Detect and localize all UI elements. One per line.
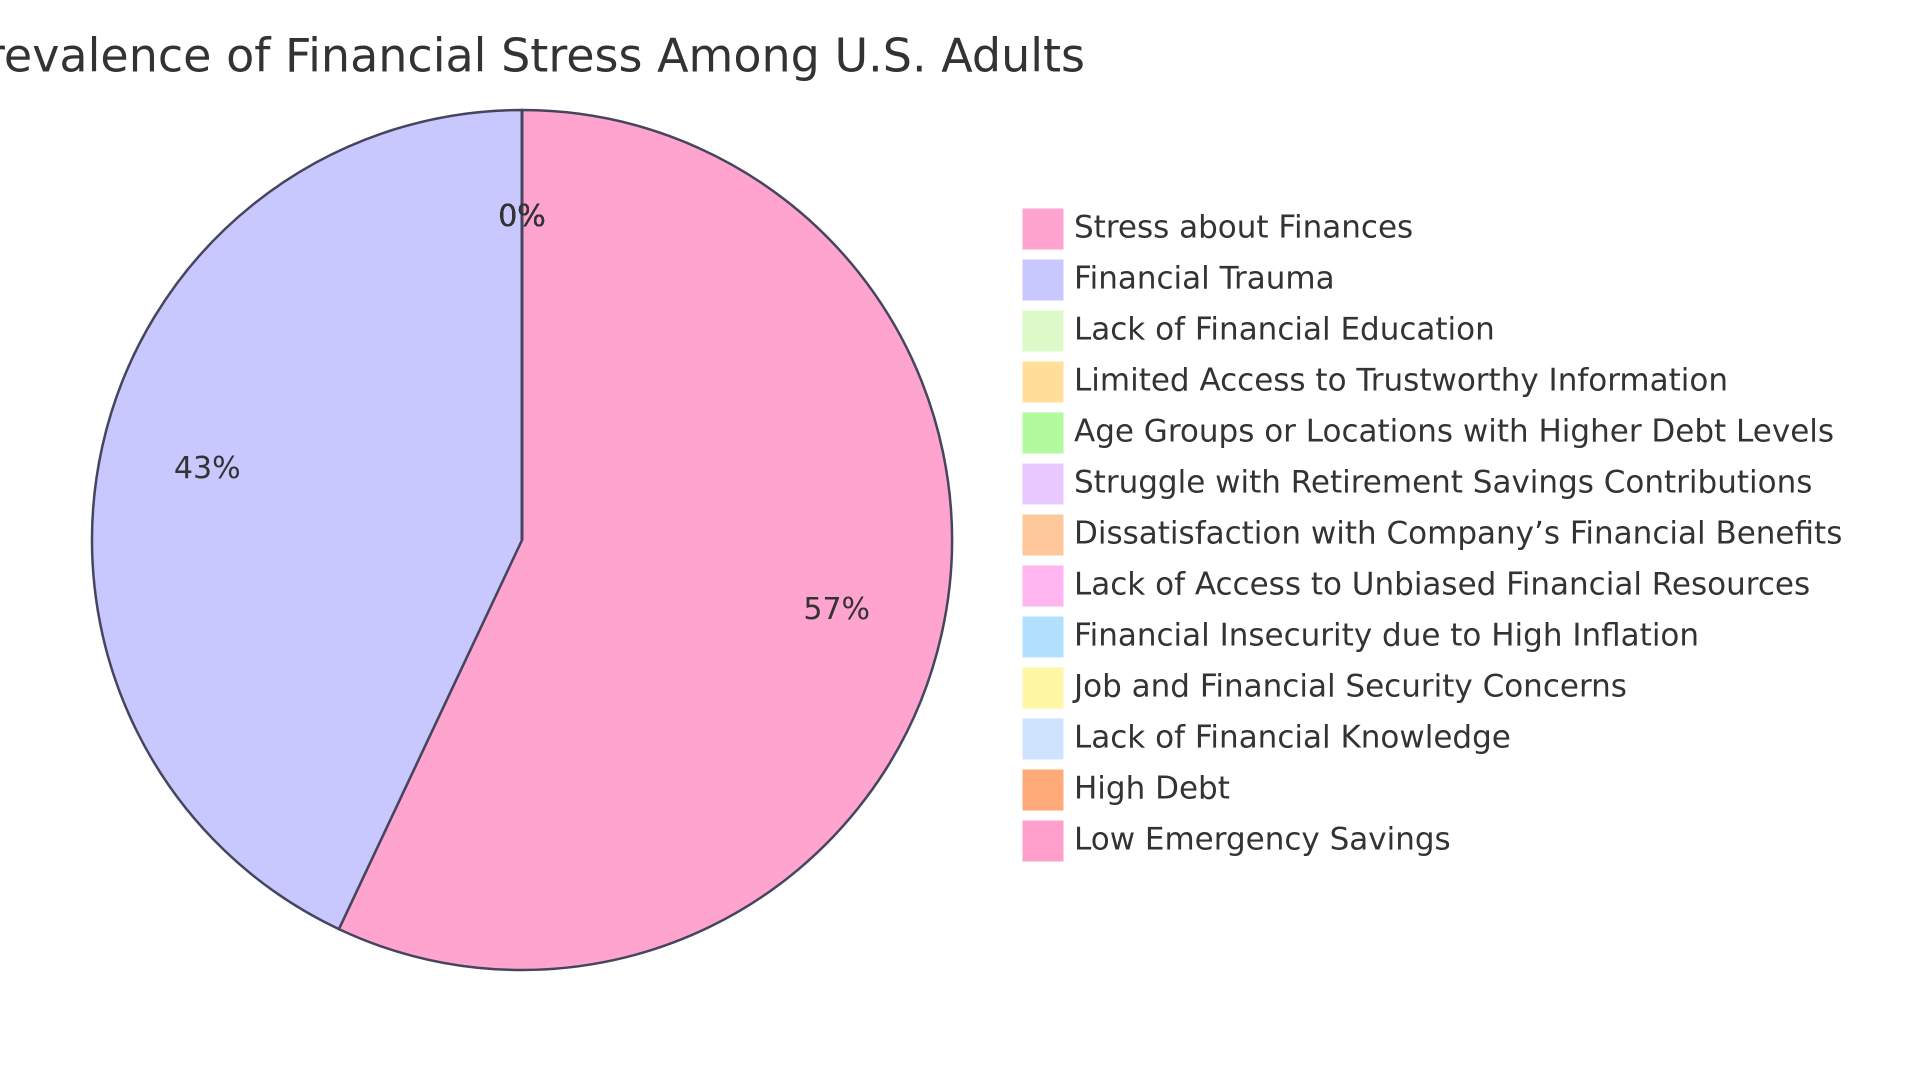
slice-label: 0% <box>498 199 546 234</box>
legend-swatch <box>1021 564 1065 608</box>
legend-label: Age Groups or Locations with Higher Debt… <box>1074 414 1834 450</box>
legend-swatch <box>1021 819 1065 863</box>
legend-label: Financial Trauma <box>1074 261 1335 297</box>
slice-label: 0% <box>498 199 546 234</box>
slice-label: 43% <box>174 451 241 486</box>
legend-swatch <box>1021 666 1065 710</box>
slice-label: 0% <box>498 199 546 234</box>
legend-label: Lack of Financial Knowledge <box>1074 720 1511 756</box>
slice-label: 0% <box>498 199 546 234</box>
slice-label: 0% <box>498 199 546 234</box>
legend-swatch <box>1021 717 1065 761</box>
legend-swatch <box>1021 411 1065 455</box>
legend-swatch <box>1021 513 1065 557</box>
legend-swatch <box>1021 768 1065 812</box>
slice-label: 57% <box>803 592 870 627</box>
legend-label: Dissatisfaction with Company’s Financial… <box>1074 516 1842 552</box>
slice-label: 0% <box>498 199 546 234</box>
slice-label: 0% <box>498 199 546 234</box>
legend-label: Job and Financial Security Concerns <box>1072 669 1627 705</box>
legend-label: Lack of Financial Education <box>1074 312 1495 348</box>
legend-label: Stress about Finances <box>1074 210 1413 246</box>
slice-label: 0% <box>498 199 546 234</box>
legend-label: Lack of Access to Unbiased Financial Res… <box>1074 567 1810 603</box>
legend-swatch <box>1021 462 1065 506</box>
slice-label: 0% <box>498 199 546 234</box>
legend-swatch <box>1021 615 1065 659</box>
legend-label: Struggle with Retirement Savings Contrib… <box>1074 465 1812 501</box>
legend-label: Limited Access to Trustworthy Informatio… <box>1074 363 1728 399</box>
legend-swatch <box>1021 258 1065 302</box>
legend-swatch <box>1021 360 1065 404</box>
legend-swatch <box>1021 207 1065 251</box>
legend-label: High Debt <box>1074 771 1230 807</box>
pie-slice <box>90 108 524 931</box>
slice-label: 0% <box>498 199 546 234</box>
legend-label: Low Emergency Savings <box>1074 822 1451 858</box>
chart-title: Prevalence of Financial Stress Among U.S… <box>0 29 1085 83</box>
legend-swatch <box>1021 309 1065 353</box>
slice-label: 0% <box>498 199 546 234</box>
legend-label: Financial Insecurity due to High Inflati… <box>1074 618 1699 654</box>
pie-slice <box>337 108 954 972</box>
